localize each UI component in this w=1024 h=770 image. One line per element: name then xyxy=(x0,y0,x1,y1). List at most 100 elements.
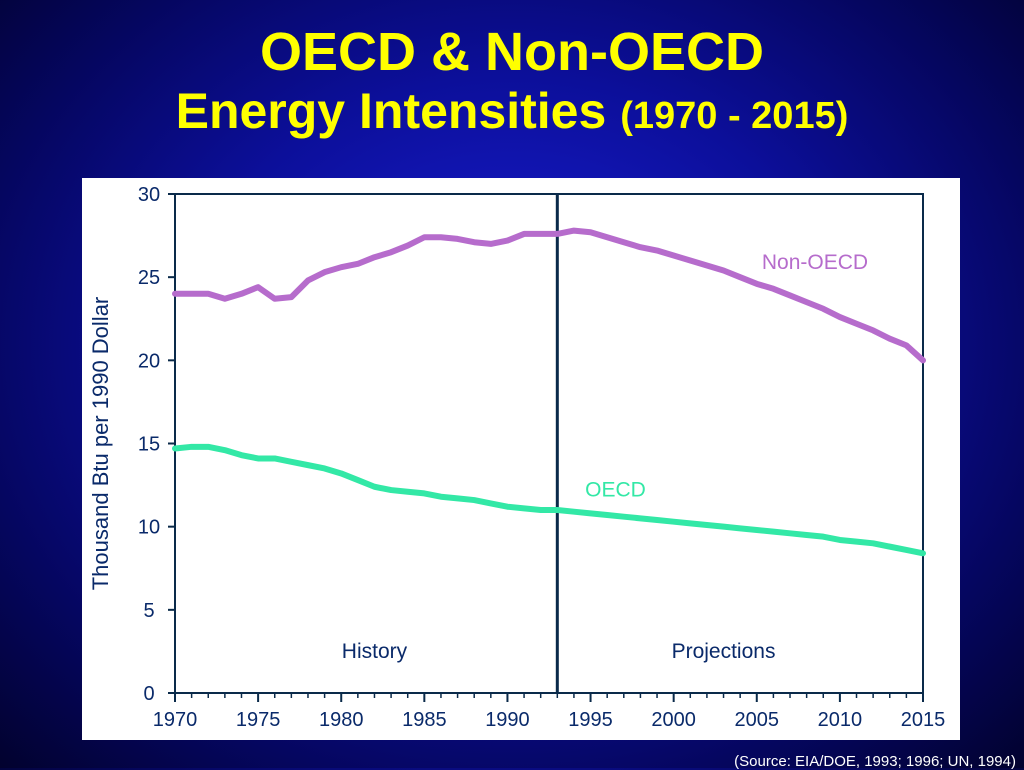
data-point-oecd xyxy=(455,496,460,501)
data-point-oecd xyxy=(255,456,261,461)
x-tick-label: 1985 xyxy=(402,709,447,731)
x-tick-label: 1980 xyxy=(319,709,364,731)
data-point-non-oecd xyxy=(172,291,178,296)
series-line-oecd xyxy=(172,443,926,557)
data-point-non-oecd xyxy=(654,248,660,253)
series-label-non-oecd: Non-OECD xyxy=(762,251,868,274)
data-point-oecd xyxy=(787,531,793,536)
data-point-oecd xyxy=(837,537,843,543)
region-label-history: History xyxy=(342,640,408,663)
data-point-oecd xyxy=(804,532,809,538)
data-point-oecd xyxy=(870,541,876,546)
data-point-oecd xyxy=(704,522,710,528)
y-tick-label: 25 xyxy=(138,267,160,289)
data-point-non-oecd xyxy=(488,241,494,247)
data-point-oecd xyxy=(920,551,926,556)
data-point-non-oecd xyxy=(837,314,843,320)
data-point-oecd xyxy=(438,494,444,499)
region-label-projections: Projections xyxy=(672,640,776,663)
data-point-oecd xyxy=(239,452,244,458)
data-point-non-oecd xyxy=(538,231,543,237)
data-point-non-oecd xyxy=(771,286,776,292)
data-point-non-oecd xyxy=(604,235,610,240)
data-point-non-oecd xyxy=(688,258,693,263)
data-point-oecd xyxy=(322,466,327,471)
series-layer xyxy=(172,227,926,557)
data-point-non-oecd xyxy=(289,294,294,300)
data-point-oecd xyxy=(405,489,410,494)
data-point-non-oecd xyxy=(854,321,859,326)
title-line-1: OECD & Non-OECD xyxy=(260,22,764,82)
y-tick-label: 20 xyxy=(138,350,160,372)
data-point-oecd xyxy=(488,501,494,506)
data-point-oecd xyxy=(172,446,178,451)
data-point-oecd xyxy=(571,509,577,514)
y-tick-label: 5 xyxy=(143,600,154,622)
data-point-oecd xyxy=(189,444,194,450)
data-point-non-oecd xyxy=(355,261,361,267)
data-point-oecd xyxy=(621,514,626,519)
y-tick-label: 10 xyxy=(138,517,160,539)
source-note: (Source: EIA/DOE, 1993; 1996; UN, 1994) xyxy=(734,753,1016,770)
data-point-non-oecd xyxy=(255,284,261,290)
data-point-oecd xyxy=(654,517,660,523)
data-point-oecd xyxy=(854,539,859,544)
data-point-non-oecd xyxy=(555,231,560,237)
energy-intensity-chart: 0 5 10 15 20 25 30 1970 1975 1980 1985 1990 1995 200… xyxy=(82,178,960,740)
data-point-non-oecd xyxy=(455,236,460,242)
slide-title: OECD & Non-OECD Energy Intensities (1970… xyxy=(0,22,1024,140)
data-point-non-oecd xyxy=(189,291,194,296)
data-point-non-oecd xyxy=(505,238,510,243)
data-point-oecd xyxy=(505,504,510,509)
data-point-non-oecd xyxy=(920,358,926,363)
x-tick-label: 1990 xyxy=(485,709,530,731)
data-point-non-oecd xyxy=(588,230,593,235)
title-line-2: Energy Intensities (1970 - 2015) xyxy=(0,83,1024,140)
data-point-oecd xyxy=(904,547,909,553)
data-point-oecd xyxy=(721,524,726,529)
y-tick-label: 0 xyxy=(143,683,154,705)
data-point-non-oecd xyxy=(704,263,710,268)
x-tick-label: 2005 xyxy=(735,709,780,731)
y-tick-label: 30 xyxy=(138,184,160,206)
data-point-oecd xyxy=(339,471,344,476)
data-point-oecd xyxy=(737,526,743,531)
y-tick-label: 15 xyxy=(138,434,160,456)
data-point-non-oecd xyxy=(521,231,527,237)
data-point-oecd xyxy=(355,477,361,483)
x-tick-label: 1975 xyxy=(236,709,281,731)
data-point-non-oecd xyxy=(339,264,344,270)
data-point-oecd xyxy=(538,507,543,513)
data-point-oecd xyxy=(671,519,676,524)
x-tick-label: 2015 xyxy=(901,709,946,731)
data-point-non-oecd xyxy=(388,250,394,255)
data-point-non-oecd xyxy=(621,240,626,245)
data-point-non-oecd xyxy=(721,268,726,273)
data-point-non-oecd xyxy=(305,278,311,283)
data-point-non-oecd xyxy=(887,336,892,341)
data-point-non-oecd xyxy=(472,240,477,245)
data-point-non-oecd xyxy=(422,235,427,240)
data-point-oecd xyxy=(222,447,228,453)
data-point-oecd xyxy=(372,484,377,489)
data-point-non-oecd xyxy=(405,243,410,248)
x-axis: 1970 1975 1980 1985 1990 1995 2000 2005 2010 2015 xyxy=(153,693,946,731)
data-point-oecd xyxy=(272,456,277,461)
data-point-non-oecd xyxy=(322,269,327,275)
annotations: Non-OECD OECD History Projections xyxy=(342,251,868,663)
data-point-oecd xyxy=(555,507,560,513)
data-point-non-oecd xyxy=(870,328,876,333)
data-point-non-oecd xyxy=(438,235,444,240)
data-point-oecd xyxy=(821,534,826,539)
title-year-range: (1970 - 2015) xyxy=(620,95,849,138)
data-point-oecd xyxy=(388,487,394,493)
chart-background xyxy=(82,178,960,740)
data-point-oecd xyxy=(688,521,693,526)
data-point-non-oecd xyxy=(904,343,909,348)
series-line-non-oecd xyxy=(172,227,926,364)
data-point-non-oecd xyxy=(272,296,277,301)
y-axis-label: Thousand Btu per 1990 Dollar xyxy=(88,297,113,591)
data-point-oecd xyxy=(754,527,759,533)
title-main-text: Energy Intensities xyxy=(175,83,607,140)
data-point-non-oecd xyxy=(372,255,377,260)
